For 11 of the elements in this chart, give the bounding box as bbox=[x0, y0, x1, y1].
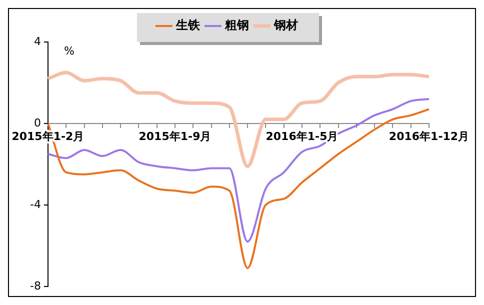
y-axis-title: % bbox=[64, 44, 74, 58]
y-tick-label: 0 bbox=[34, 116, 41, 130]
y-tick-label: 4 bbox=[34, 34, 41, 48]
legend-label: 生铁 bbox=[175, 18, 201, 32]
x-tick-label: 2016年1-12月 bbox=[388, 130, 470, 143]
y-tick-label: -8 bbox=[30, 279, 41, 292]
x-tick-label: 2016年1-5月 bbox=[266, 130, 338, 143]
legend-label: 粗钢 bbox=[224, 18, 249, 32]
y-tick-label: -4 bbox=[30, 198, 41, 211]
x-tick-label: 2015年1-9月 bbox=[138, 130, 212, 143]
legend-label: 钢材 bbox=[273, 18, 298, 32]
